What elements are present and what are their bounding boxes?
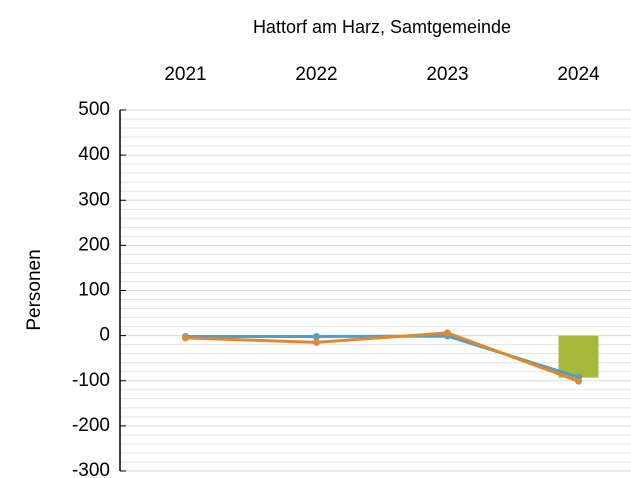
y-tick-label: 100 xyxy=(78,280,110,301)
line xyxy=(185,331,580,383)
chart-title: Hattorf am Harz, Samtgemeinde xyxy=(253,17,511,37)
y-tick-label: 300 xyxy=(78,189,110,210)
y-axis-label: Personen xyxy=(24,249,45,330)
x-tick-label: 2022 xyxy=(295,64,337,85)
point xyxy=(444,329,451,337)
x-tick-label: 2021 xyxy=(164,64,206,85)
y-tick-label: -200 xyxy=(72,415,110,436)
x-tick-label: 2024 xyxy=(557,64,600,85)
y-tick-label: 400 xyxy=(78,144,110,165)
y-tick-label: -300 xyxy=(72,460,110,478)
y-tick-label: 500 xyxy=(78,99,110,120)
y-tick-label: -100 xyxy=(72,370,110,391)
point xyxy=(575,377,582,385)
y-tick-label: 200 xyxy=(78,234,110,255)
x-tick-label: 2023 xyxy=(426,64,468,85)
bar xyxy=(558,335,599,378)
line xyxy=(185,334,579,379)
point xyxy=(182,334,189,342)
point xyxy=(313,338,320,346)
point xyxy=(313,333,320,341)
y-tick-label: 0 xyxy=(99,325,110,346)
